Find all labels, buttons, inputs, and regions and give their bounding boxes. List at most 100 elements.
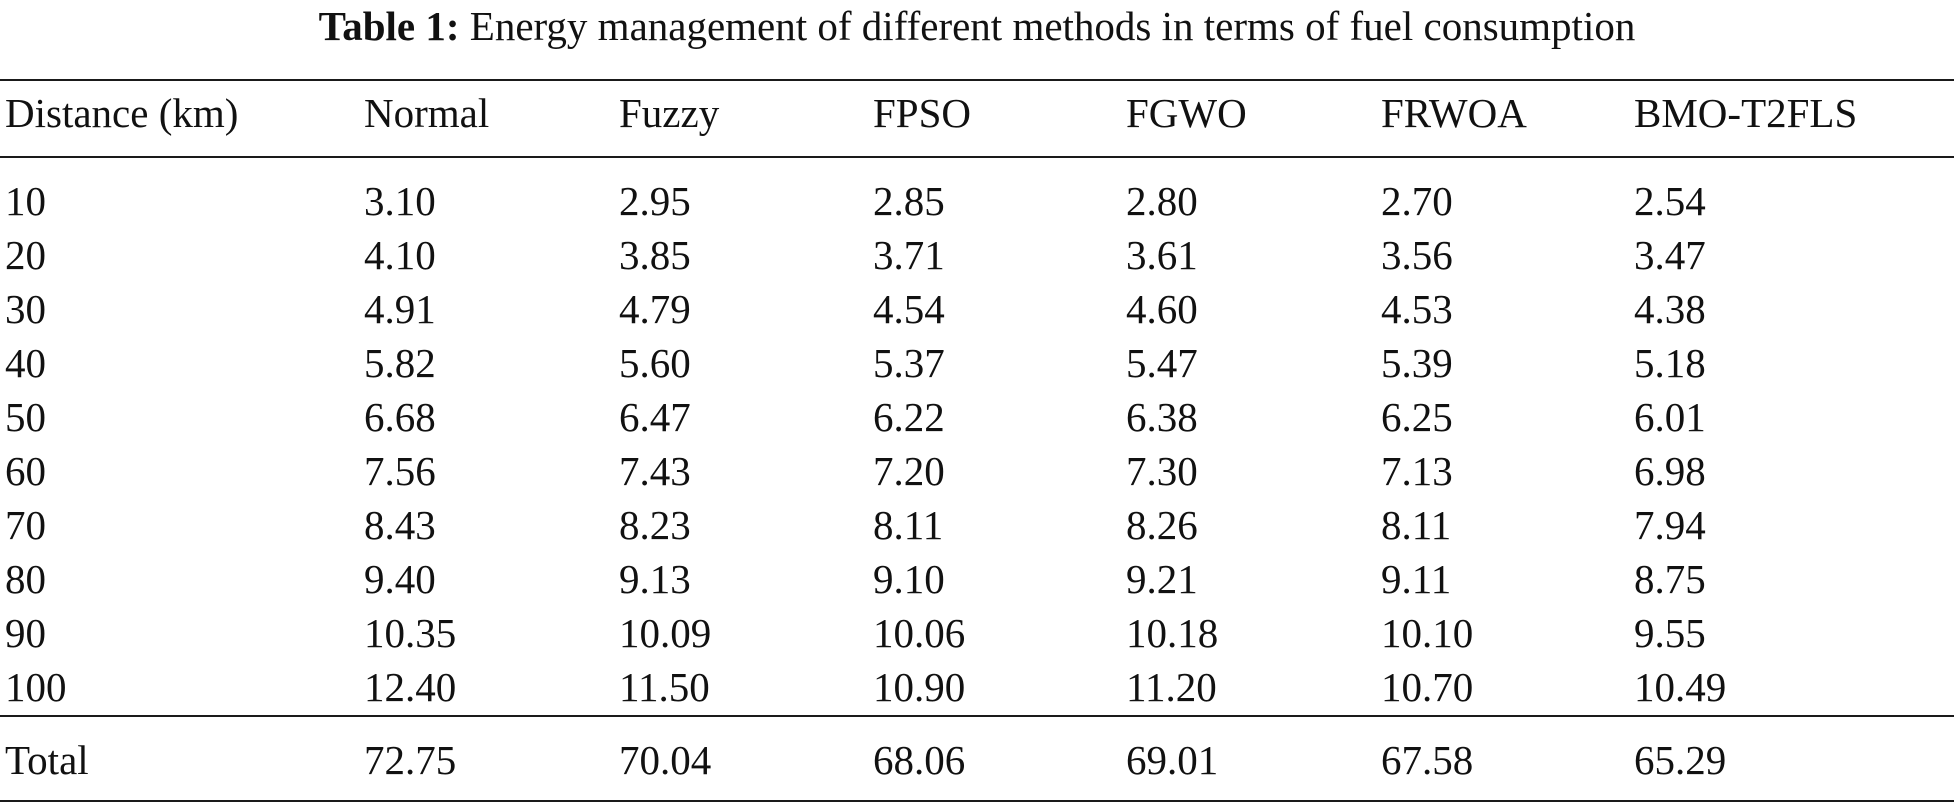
cell-frwoa: 2.70 <box>1381 178 1453 224</box>
cell-frwoa: 8.11 <box>1381 502 1452 548</box>
cell-fpso: 5.37 <box>873 340 945 386</box>
cell-fuzzy: 10.09 <box>619 610 712 656</box>
cell-fpso: 2.85 <box>873 178 945 224</box>
table-row: 50 6.68 6.47 6.22 6.38 6.25 6.01 <box>0 390 1954 444</box>
table-caption: Table 1: Energy management of different … <box>0 0 1954 58</box>
cell-fpso: 3.71 <box>873 232 945 278</box>
total-fgwo: 69.01 <box>1126 737 1219 783</box>
cell-bmo-t2fls: 3.47 <box>1634 232 1706 278</box>
cell-bmo-t2fls: 5.18 <box>1634 340 1706 386</box>
cell-distance: 100 <box>5 664 67 710</box>
cell-normal: 6.68 <box>364 394 436 440</box>
cell-normal: 5.82 <box>364 340 436 386</box>
table-row: 30 4.91 4.79 4.54 4.60 4.53 4.38 <box>0 282 1954 336</box>
total-bmo-t2fls: 65.29 <box>1634 737 1727 783</box>
cell-frwoa: 3.56 <box>1381 232 1453 278</box>
cell-bmo-t2fls: 7.94 <box>1634 502 1706 548</box>
cell-fgwo: 10.18 <box>1126 610 1219 656</box>
cell-frwoa: 7.13 <box>1381 448 1453 494</box>
cell-bmo-t2fls: 6.98 <box>1634 448 1706 494</box>
header-rule <box>0 156 1954 158</box>
total-rule <box>0 715 1954 717</box>
table-row: 40 5.82 5.60 5.37 5.47 5.39 5.18 <box>0 336 1954 390</box>
cell-frwoa: 10.10 <box>1381 610 1474 656</box>
cell-frwoa: 5.39 <box>1381 340 1453 386</box>
cell-fpso: 7.20 <box>873 448 945 494</box>
cell-distance: 30 <box>5 286 46 332</box>
cell-bmo-t2fls: 8.75 <box>1634 556 1706 602</box>
cell-frwoa: 6.25 <box>1381 394 1453 440</box>
total-fpso: 68.06 <box>873 737 966 783</box>
cell-normal: 4.10 <box>364 232 436 278</box>
table-row: 10 3.10 2.95 2.85 2.80 2.70 2.54 <box>0 174 1954 228</box>
cell-distance: 40 <box>5 340 46 386</box>
total-label: Total <box>5 737 89 783</box>
cell-fuzzy: 11.50 <box>619 664 710 710</box>
cell-distance: 50 <box>5 394 46 440</box>
cell-normal: 8.43 <box>364 502 436 548</box>
cell-frwoa: 10.70 <box>1381 664 1474 710</box>
cell-fuzzy: 6.47 <box>619 394 691 440</box>
cell-fgwo: 6.38 <box>1126 394 1198 440</box>
cell-distance: 90 <box>5 610 46 656</box>
cell-fpso: 10.90 <box>873 664 966 710</box>
cell-bmo-t2fls: 4.38 <box>1634 286 1706 332</box>
cell-fpso: 9.10 <box>873 556 945 602</box>
table-row: 80 9.40 9.13 9.10 9.21 9.11 8.75 <box>0 552 1954 606</box>
cell-fgwo: 5.47 <box>1126 340 1198 386</box>
table-row: 70 8.43 8.23 8.11 8.26 8.11 7.94 <box>0 498 1954 552</box>
caption-label: Table 1: <box>318 3 460 49</box>
total-fuzzy: 70.04 <box>619 737 712 783</box>
total-row: Total 72.75 70.04 68.06 69.01 67.58 65.2… <box>0 733 1954 787</box>
cell-fuzzy: 5.60 <box>619 340 691 386</box>
cell-normal: 4.91 <box>364 286 436 332</box>
cell-fuzzy: 9.13 <box>619 556 691 602</box>
cell-bmo-t2fls: 9.55 <box>1634 610 1706 656</box>
total-frwoa: 67.58 <box>1381 737 1474 783</box>
table-row: 20 4.10 3.85 3.71 3.61 3.56 3.47 <box>0 228 1954 282</box>
cell-fuzzy: 4.79 <box>619 286 691 332</box>
cell-normal: 10.35 <box>364 610 457 656</box>
header-fpso: FPSO <box>873 90 972 136</box>
cell-distance: 80 <box>5 556 46 602</box>
cell-fgwo: 9.21 <box>1126 556 1198 602</box>
cell-bmo-t2fls: 6.01 <box>1634 394 1706 440</box>
table-row: 100 12.40 11.50 10.90 11.20 10.70 10.49 <box>0 660 1954 714</box>
cell-normal: 12.40 <box>364 664 457 710</box>
cell-fuzzy: 3.85 <box>619 232 691 278</box>
total-normal: 72.75 <box>364 737 457 783</box>
table-row: 90 10.35 10.09 10.06 10.18 10.10 9.55 <box>0 606 1954 660</box>
cell-normal: 7.56 <box>364 448 436 494</box>
header-frwoa: FRWOA <box>1381 90 1527 136</box>
header-fgwo: FGWO <box>1126 90 1247 136</box>
cell-fgwo: 8.26 <box>1126 502 1198 548</box>
cell-frwoa: 4.53 <box>1381 286 1453 332</box>
header-fuzzy: Fuzzy <box>619 90 720 136</box>
cell-fpso: 10.06 <box>873 610 966 656</box>
cell-fgwo: 4.60 <box>1126 286 1198 332</box>
cell-bmo-t2fls: 2.54 <box>1634 178 1706 224</box>
cell-distance: 60 <box>5 448 46 494</box>
cell-fgwo: 2.80 <box>1126 178 1198 224</box>
header-normal: Normal <box>364 90 490 136</box>
cell-fgwo: 3.61 <box>1126 232 1198 278</box>
header-distance: Distance (km) <box>5 90 239 136</box>
cell-normal: 9.40 <box>364 556 436 602</box>
cell-normal: 3.10 <box>364 178 436 224</box>
cell-fpso: 6.22 <box>873 394 945 440</box>
cell-bmo-t2fls: 10.49 <box>1634 664 1727 710</box>
cell-fpso: 8.11 <box>873 502 944 548</box>
caption-text: Energy management of different methods i… <box>469 3 1636 49</box>
cell-fpso: 4.54 <box>873 286 945 332</box>
cell-fgwo: 11.20 <box>1126 664 1217 710</box>
header-bmo-t2fls: BMO-T2FLS <box>1634 90 1858 136</box>
cell-distance: 20 <box>5 232 46 278</box>
cell-frwoa: 9.11 <box>1381 556 1452 602</box>
bottom-rule <box>0 800 1954 802</box>
cell-distance: 10 <box>5 178 46 224</box>
cell-distance: 70 <box>5 502 46 548</box>
table-row: 60 7.56 7.43 7.20 7.30 7.13 6.98 <box>0 444 1954 498</box>
cell-fuzzy: 2.95 <box>619 178 691 224</box>
top-rule <box>0 79 1954 81</box>
cell-fuzzy: 7.43 <box>619 448 691 494</box>
